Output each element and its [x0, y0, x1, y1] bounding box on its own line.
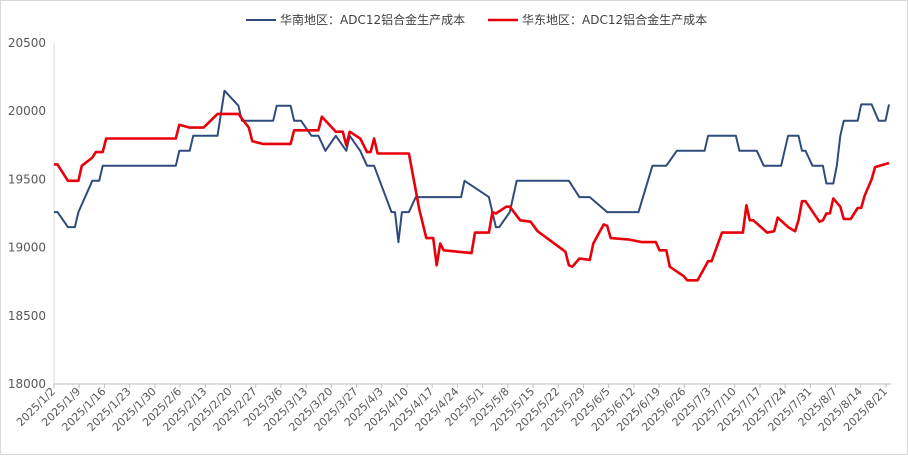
legend-label-1: 华南地区：ADC12铝合金生产成本: [280, 12, 465, 27]
y-tick-label: 20500: [8, 36, 46, 50]
y-tick-label: 20000: [8, 104, 46, 118]
legend: 华南地区：ADC12铝合金生产成本 华东地区：ADC12铝合金生产成本: [246, 12, 707, 27]
series-line-1: [54, 89, 890, 244]
legend-label-2: 华东地区：ADC12铝合金生产成本: [522, 12, 707, 27]
series-line-2: [54, 112, 890, 282]
y-tick-label: 18000: [8, 377, 46, 391]
y-tick-label: 19500: [8, 172, 46, 186]
y-tick-label: 18500: [8, 309, 46, 323]
y-tick-label: 19000: [8, 241, 46, 255]
